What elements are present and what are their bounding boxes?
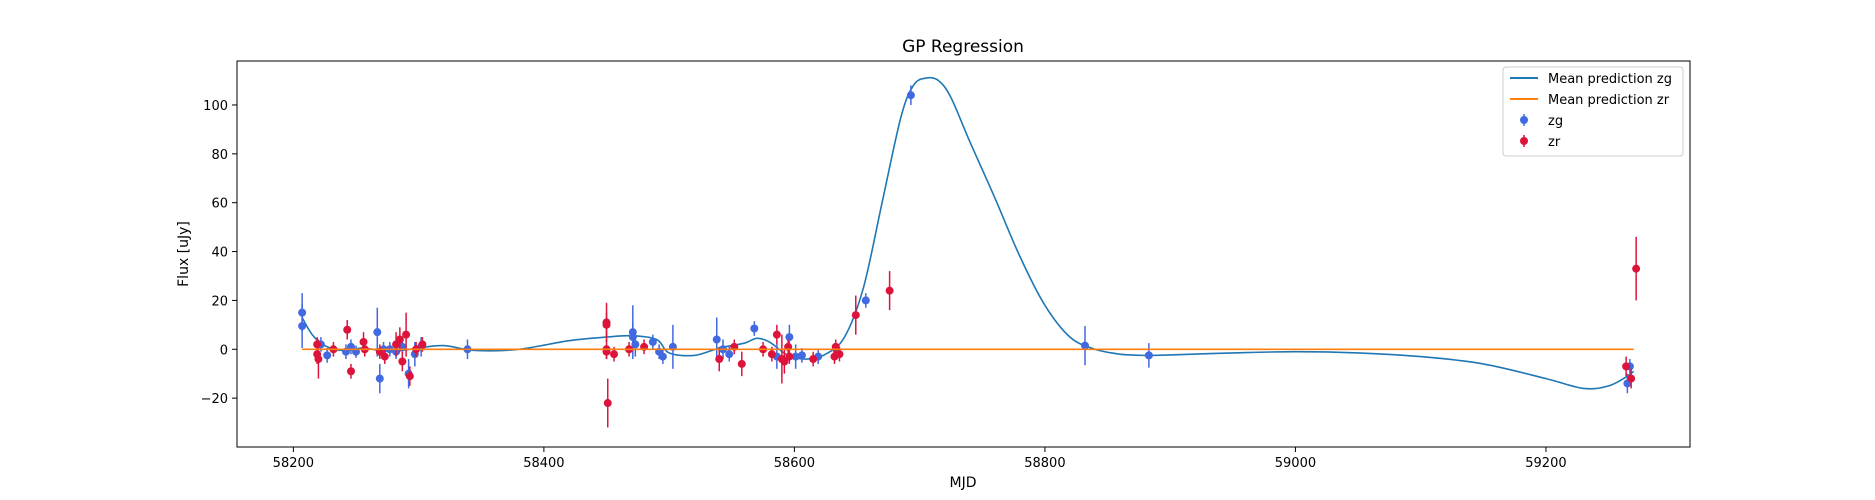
zg-data-point [375,374,384,383]
zr-data-point [1627,374,1636,383]
zr-data-point [1632,264,1641,273]
legend-zr-swatch [1520,137,1528,145]
x-axis-label: MJD [950,475,977,491]
legend-zr-label: zr [1548,135,1561,150]
zr-data-point [835,350,844,359]
zr-data-point [785,352,794,361]
y-tick-label: 0 [220,343,228,358]
x-tick-label: 58600 [774,456,815,471]
zr-data-point [346,367,355,376]
axes-frame [236,60,1691,448]
y-axis-label: Flux [uJy] [176,221,192,287]
zr-data-point [603,399,612,408]
zr-data-point [402,330,411,339]
zg-data-point [631,340,640,349]
zr-data-point [405,372,414,381]
y-axis-ticks: −20 0 20 40 60 80 100 [201,99,237,407]
zg-data-point [712,335,721,344]
legend-zg-label: zg [1548,114,1563,129]
x-axis-ticks: 58200 58400 58600 58800 59000 59200 [273,447,1567,471]
zr-data-point [343,325,352,334]
x-tick-label: 59000 [1275,456,1316,471]
zg-data-point [785,333,794,342]
zr-data-point [737,359,746,368]
zr-data-point [809,355,818,364]
zr-data-point [418,340,427,349]
mean-prediction-zg-line [301,76,1635,390]
x-tick-label: 58800 [1024,456,1065,471]
plot-area [298,76,1641,428]
zr-data-point [715,355,724,364]
zr-data-point [395,335,404,344]
zr-data-point [359,337,368,346]
zg-data-point [791,352,800,361]
zr-data-point [885,286,894,295]
zr-data-point [602,320,611,329]
legend-mean-zg-label: Mean prediction zg [1548,72,1672,87]
x-tick-label: 58200 [273,456,314,471]
zg-data-point [323,351,332,360]
legend: Mean prediction zg Mean prediction zr zg zr [1502,66,1684,157]
zr-data-point [380,352,389,361]
legend-box [1502,66,1684,157]
zg-data-point [725,350,734,359]
y-tick-label: 100 [203,99,228,114]
x-tick-label: 58400 [523,456,564,471]
zg-data-point [658,352,667,361]
legend-zg-swatch [1520,116,1528,124]
y-tick-label: −20 [201,392,228,407]
zg-data-point [1081,341,1090,350]
zr-data-point [780,357,789,366]
zg-data-point [906,91,915,100]
zg-data-point [797,351,806,360]
zg-data-point [1144,351,1153,360]
zr-data-point [772,330,781,339]
legend-mean-zr-label: Mean prediction zr [1548,93,1670,108]
zr-data-point [851,311,860,320]
zr-data-point [767,350,776,359]
zg-data-point [373,328,382,337]
zr-data-point [1622,362,1631,371]
x-tick-label: 59200 [1525,456,1566,471]
zg-data-point [298,322,307,331]
zg-data-point [861,296,870,305]
y-tick-label: 20 [211,294,228,309]
zr-data-point [314,355,323,364]
y-tick-label: 80 [211,148,228,163]
y-tick-label: 60 [211,197,228,212]
zr-data-point [398,357,407,366]
chart-title: GP Regression [902,37,1024,57]
y-tick-label: 40 [211,246,228,261]
zr-data-point [610,350,619,359]
zg-data-point [750,324,759,333]
zg-data-point [648,337,657,346]
